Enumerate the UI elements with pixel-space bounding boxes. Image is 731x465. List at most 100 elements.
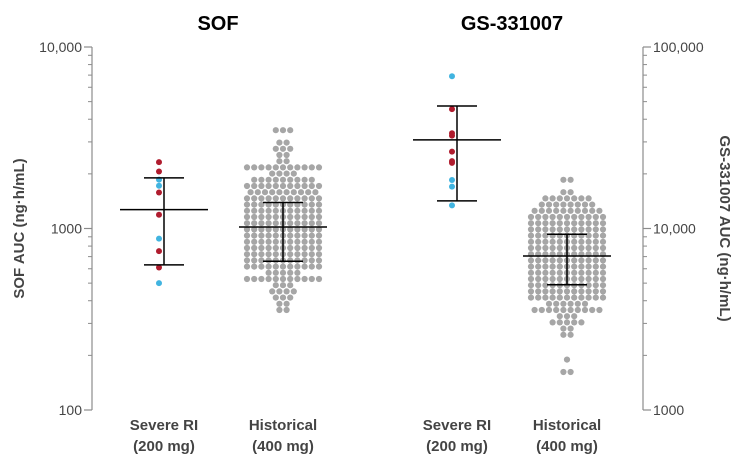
data-point-1: [287, 145, 294, 152]
data-point-3: [599, 263, 607, 270]
data-point-3: [592, 275, 599, 283]
data-point-3: [527, 226, 535, 233]
data-point-1: [276, 288, 283, 295]
data-point-3: [578, 232, 585, 239]
data-point-3: [563, 220, 571, 227]
data-point-1: [279, 275, 287, 283]
data-point-3: [592, 213, 599, 221]
group-label-1: Historical: [249, 417, 317, 434]
data-point-1: [243, 195, 251, 202]
data-point-3: [549, 294, 556, 301]
data-point-3: [571, 220, 578, 227]
data-point-2-6: [449, 159, 455, 166]
data-point-1: [287, 176, 294, 183]
data-point-3: [527, 275, 535, 283]
data-point-1: [315, 213, 323, 221]
data-point-3: [556, 313, 563, 320]
data-point-1: [308, 220, 315, 227]
data-point-3: [589, 306, 596, 314]
data-point-1: [258, 263, 265, 270]
data-point-3: [560, 189, 567, 196]
data-point-3: [592, 263, 599, 270]
data-point-1: [258, 251, 265, 258]
data-point-1: [287, 195, 294, 202]
data-point-3: [556, 213, 563, 221]
data-point-3: [592, 220, 599, 227]
data-point-1: [308, 201, 315, 208]
data-point-1: [315, 244, 323, 252]
data-point-3: [578, 288, 585, 295]
right-y-tick-label: 100,000: [653, 39, 704, 55]
data-point-3: [549, 269, 556, 276]
data-point-3: [556, 257, 563, 264]
data-point-1: [308, 195, 315, 202]
data-point-3: [538, 306, 545, 314]
data-point-1: [294, 238, 301, 245]
data-point-1: [258, 164, 265, 171]
data-point-1: [265, 176, 272, 183]
data-point-3: [585, 282, 592, 289]
data-point-3: [599, 232, 607, 239]
data-point-1: [308, 238, 315, 245]
data-point-3: [563, 319, 571, 326]
data-point-3: [563, 294, 571, 301]
data-point-3: [535, 288, 542, 295]
data-point-1: [258, 207, 265, 214]
data-point-1: [279, 195, 287, 202]
data-point-1: [287, 182, 294, 190]
data-point-3: [574, 306, 581, 314]
data-point-1: [272, 238, 279, 245]
data-point-1: [315, 207, 323, 214]
data-point-1: [315, 238, 323, 245]
data-point-3: [542, 263, 549, 270]
data-point-1: [315, 220, 323, 227]
data-point-3: [567, 300, 574, 307]
data-point-1: [243, 244, 251, 252]
data-point-1: [272, 176, 279, 183]
data-point-3: [571, 213, 578, 221]
data-point-1: [301, 275, 308, 283]
data-point-1: [287, 164, 294, 171]
data-point-1: [294, 226, 301, 233]
right-y-axis-label: GS-331007 AUC (ng·h/mL): [716, 135, 731, 321]
data-point-1: [272, 195, 279, 202]
data-point-1: [279, 282, 287, 289]
data-point-3: [535, 263, 542, 270]
right-panel-title: GS-331007: [461, 13, 563, 35]
data-point-1: [308, 176, 315, 183]
data-point-1: [276, 306, 283, 314]
data-point-1: [272, 213, 279, 221]
data-point-3: [556, 263, 563, 270]
data-point-3: [527, 294, 535, 301]
data-point-3: [599, 226, 607, 233]
data-point-3: [599, 244, 607, 252]
data-point-1: [258, 244, 265, 252]
data-point-3: [567, 331, 574, 338]
data-point-3: [535, 232, 542, 239]
data-point-3: [567, 207, 574, 214]
data-point-1: [258, 201, 265, 208]
data-point-3: [560, 176, 567, 183]
data-point-1: [279, 145, 287, 152]
data-point-3: [571, 319, 578, 326]
data-point-1: [243, 263, 251, 270]
data-point-3: [592, 232, 599, 239]
data-point-1: [305, 189, 312, 196]
data-point-1: [265, 164, 272, 171]
data-point-0-6: [156, 235, 162, 242]
data-point-1: [276, 300, 283, 307]
data-point-1: [243, 232, 251, 239]
data-point-3: [596, 207, 603, 214]
data-point-3: [560, 306, 567, 314]
data-point-3: [592, 226, 599, 233]
data-point-1: [287, 275, 294, 283]
data-point-1: [272, 294, 279, 301]
data-point-1: [243, 275, 251, 283]
data-point-3: [549, 195, 556, 202]
data-point-1: [308, 263, 315, 270]
data-point-3: [535, 213, 542, 221]
data-point-3: [585, 213, 592, 221]
data-point-1: [301, 232, 308, 239]
data-point-3: [571, 195, 578, 202]
data-point-1: [308, 213, 315, 221]
